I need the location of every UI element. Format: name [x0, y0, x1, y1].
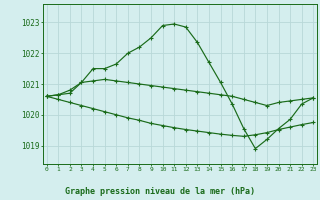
Text: Graphe pression niveau de la mer (hPa): Graphe pression niveau de la mer (hPa): [65, 187, 255, 196]
